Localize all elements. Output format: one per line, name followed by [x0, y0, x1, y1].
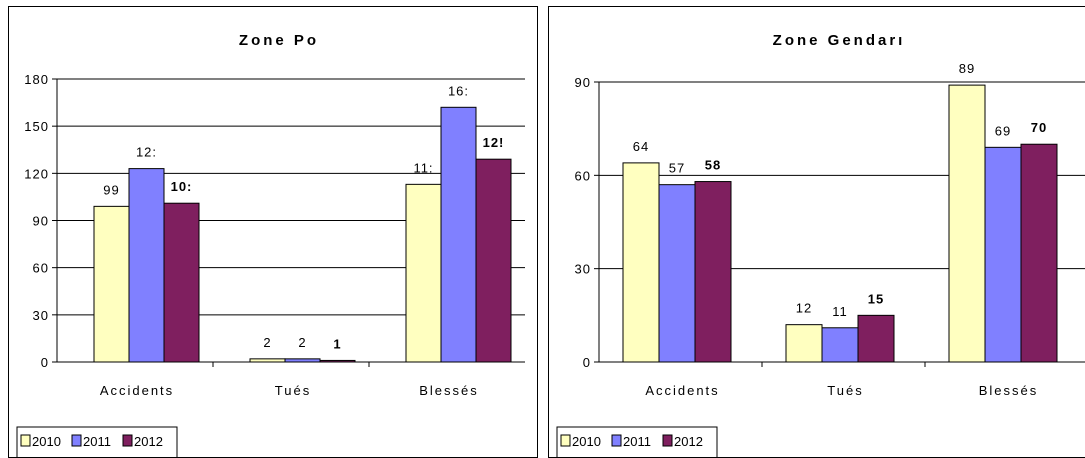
bar-2011-accidents [128, 168, 165, 363]
data-label: 15 [868, 291, 884, 306]
bar-2010-blessés [405, 183, 442, 363]
bar-2010-tués [249, 358, 286, 363]
chart-panel-right: Zone Gendarı 0 30 60 90 64 57 58 Accidents 12 11 15… [548, 6, 1085, 458]
category-label: Blessés [419, 383, 479, 398]
legend-swatch-2011 [71, 434, 82, 447]
bar-chart-zone-po: Zone Po 0 30 60 90 120 150 180 99 12: 10: Accidents… [16, 32, 525, 457]
bar-2010-tués [785, 324, 823, 363]
legend-swatch-2010 [20, 434, 31, 447]
y-tick-label: 120 [24, 166, 49, 181]
data-label: 11 [832, 304, 848, 319]
y-tick-label: 60 [575, 168, 591, 183]
data-label: 89 [959, 61, 975, 76]
data-label: 12 [796, 301, 812, 316]
bar-2010-accidents [622, 162, 660, 363]
bar-2011-tués [284, 358, 321, 363]
legend-swatch-2010 [560, 434, 571, 447]
category-label: Tués [827, 383, 863, 398]
bar-2011-blessés [984, 146, 1022, 363]
data-label: 11: [413, 160, 433, 175]
data-label: 1 [333, 336, 341, 351]
data-label: 69 [995, 123, 1011, 138]
bar-2011-accidents [658, 184, 696, 363]
category-label: Blessés [979, 383, 1039, 398]
legend-label-2010: 2010 [572, 434, 601, 449]
y-tick-label: 0 [583, 355, 591, 370]
data-label: 10: [171, 179, 193, 194]
y-tick-label: 60 [33, 261, 49, 276]
bar-2011-tués [821, 327, 859, 363]
chart-title: Zone Gendarı [773, 32, 906, 49]
y-tick-label: 90 [33, 214, 49, 229]
category-label: Accidents [100, 383, 174, 398]
legend-box [16, 426, 178, 457]
data-label: 99 [103, 182, 119, 197]
bar-2010-blessés [948, 84, 986, 363]
bar-2012-accidents [694, 181, 732, 363]
y-tick-label: 0 [41, 355, 49, 370]
legend-label-2010: 2010 [32, 434, 61, 449]
y-tick-label: 180 [24, 72, 49, 87]
chart-title: Zone Po [239, 32, 319, 49]
legend-label-2012: 2012 [134, 434, 163, 449]
category-label: Tués [275, 383, 311, 398]
category-label: Accidents [645, 383, 719, 398]
data-label: 64 [633, 139, 649, 154]
bar-2012-tués [319, 359, 356, 363]
legend-swatch-2012 [662, 434, 673, 447]
data-label: 57 [669, 161, 685, 176]
bar-2010-accidents [93, 205, 130, 363]
data-label: 70 [1031, 120, 1047, 135]
legend-label-2011: 2011 [623, 434, 651, 449]
legend-swatch-2012 [122, 434, 133, 447]
bar-2012-blessés [475, 158, 512, 363]
data-label: 12! [483, 135, 505, 150]
y-tick-label: 150 [24, 119, 49, 134]
bar-chart-zone-gendarmerie: Zone Gendarı 0 30 60 90 64 57 58 Accidents 12 11 15… [556, 32, 1085, 457]
y-tick-label: 30 [33, 308, 49, 323]
y-tick-label: 30 [575, 262, 591, 277]
legend-label-2012: 2012 [674, 434, 703, 449]
data-label: 2 [298, 335, 306, 350]
bar-2012-blessés [1020, 143, 1058, 363]
data-label: 58 [705, 158, 721, 173]
legend-swatch-2011 [611, 434, 622, 447]
bar-2012-accidents [163, 202, 200, 363]
data-label: 2 [263, 335, 271, 350]
bar-2011-blessés [440, 106, 477, 363]
chart-panel-left: Zone Po 0 30 60 90 120 150 180 99 12: 10: Accidents… [8, 6, 538, 458]
legend-box [556, 426, 718, 457]
data-label: 12: [136, 145, 157, 160]
bar-2012-tués [857, 314, 895, 363]
data-label: 16: [448, 83, 469, 98]
y-tick-label: 90 [575, 75, 591, 90]
legend-label-2011: 2011 [83, 434, 111, 449]
